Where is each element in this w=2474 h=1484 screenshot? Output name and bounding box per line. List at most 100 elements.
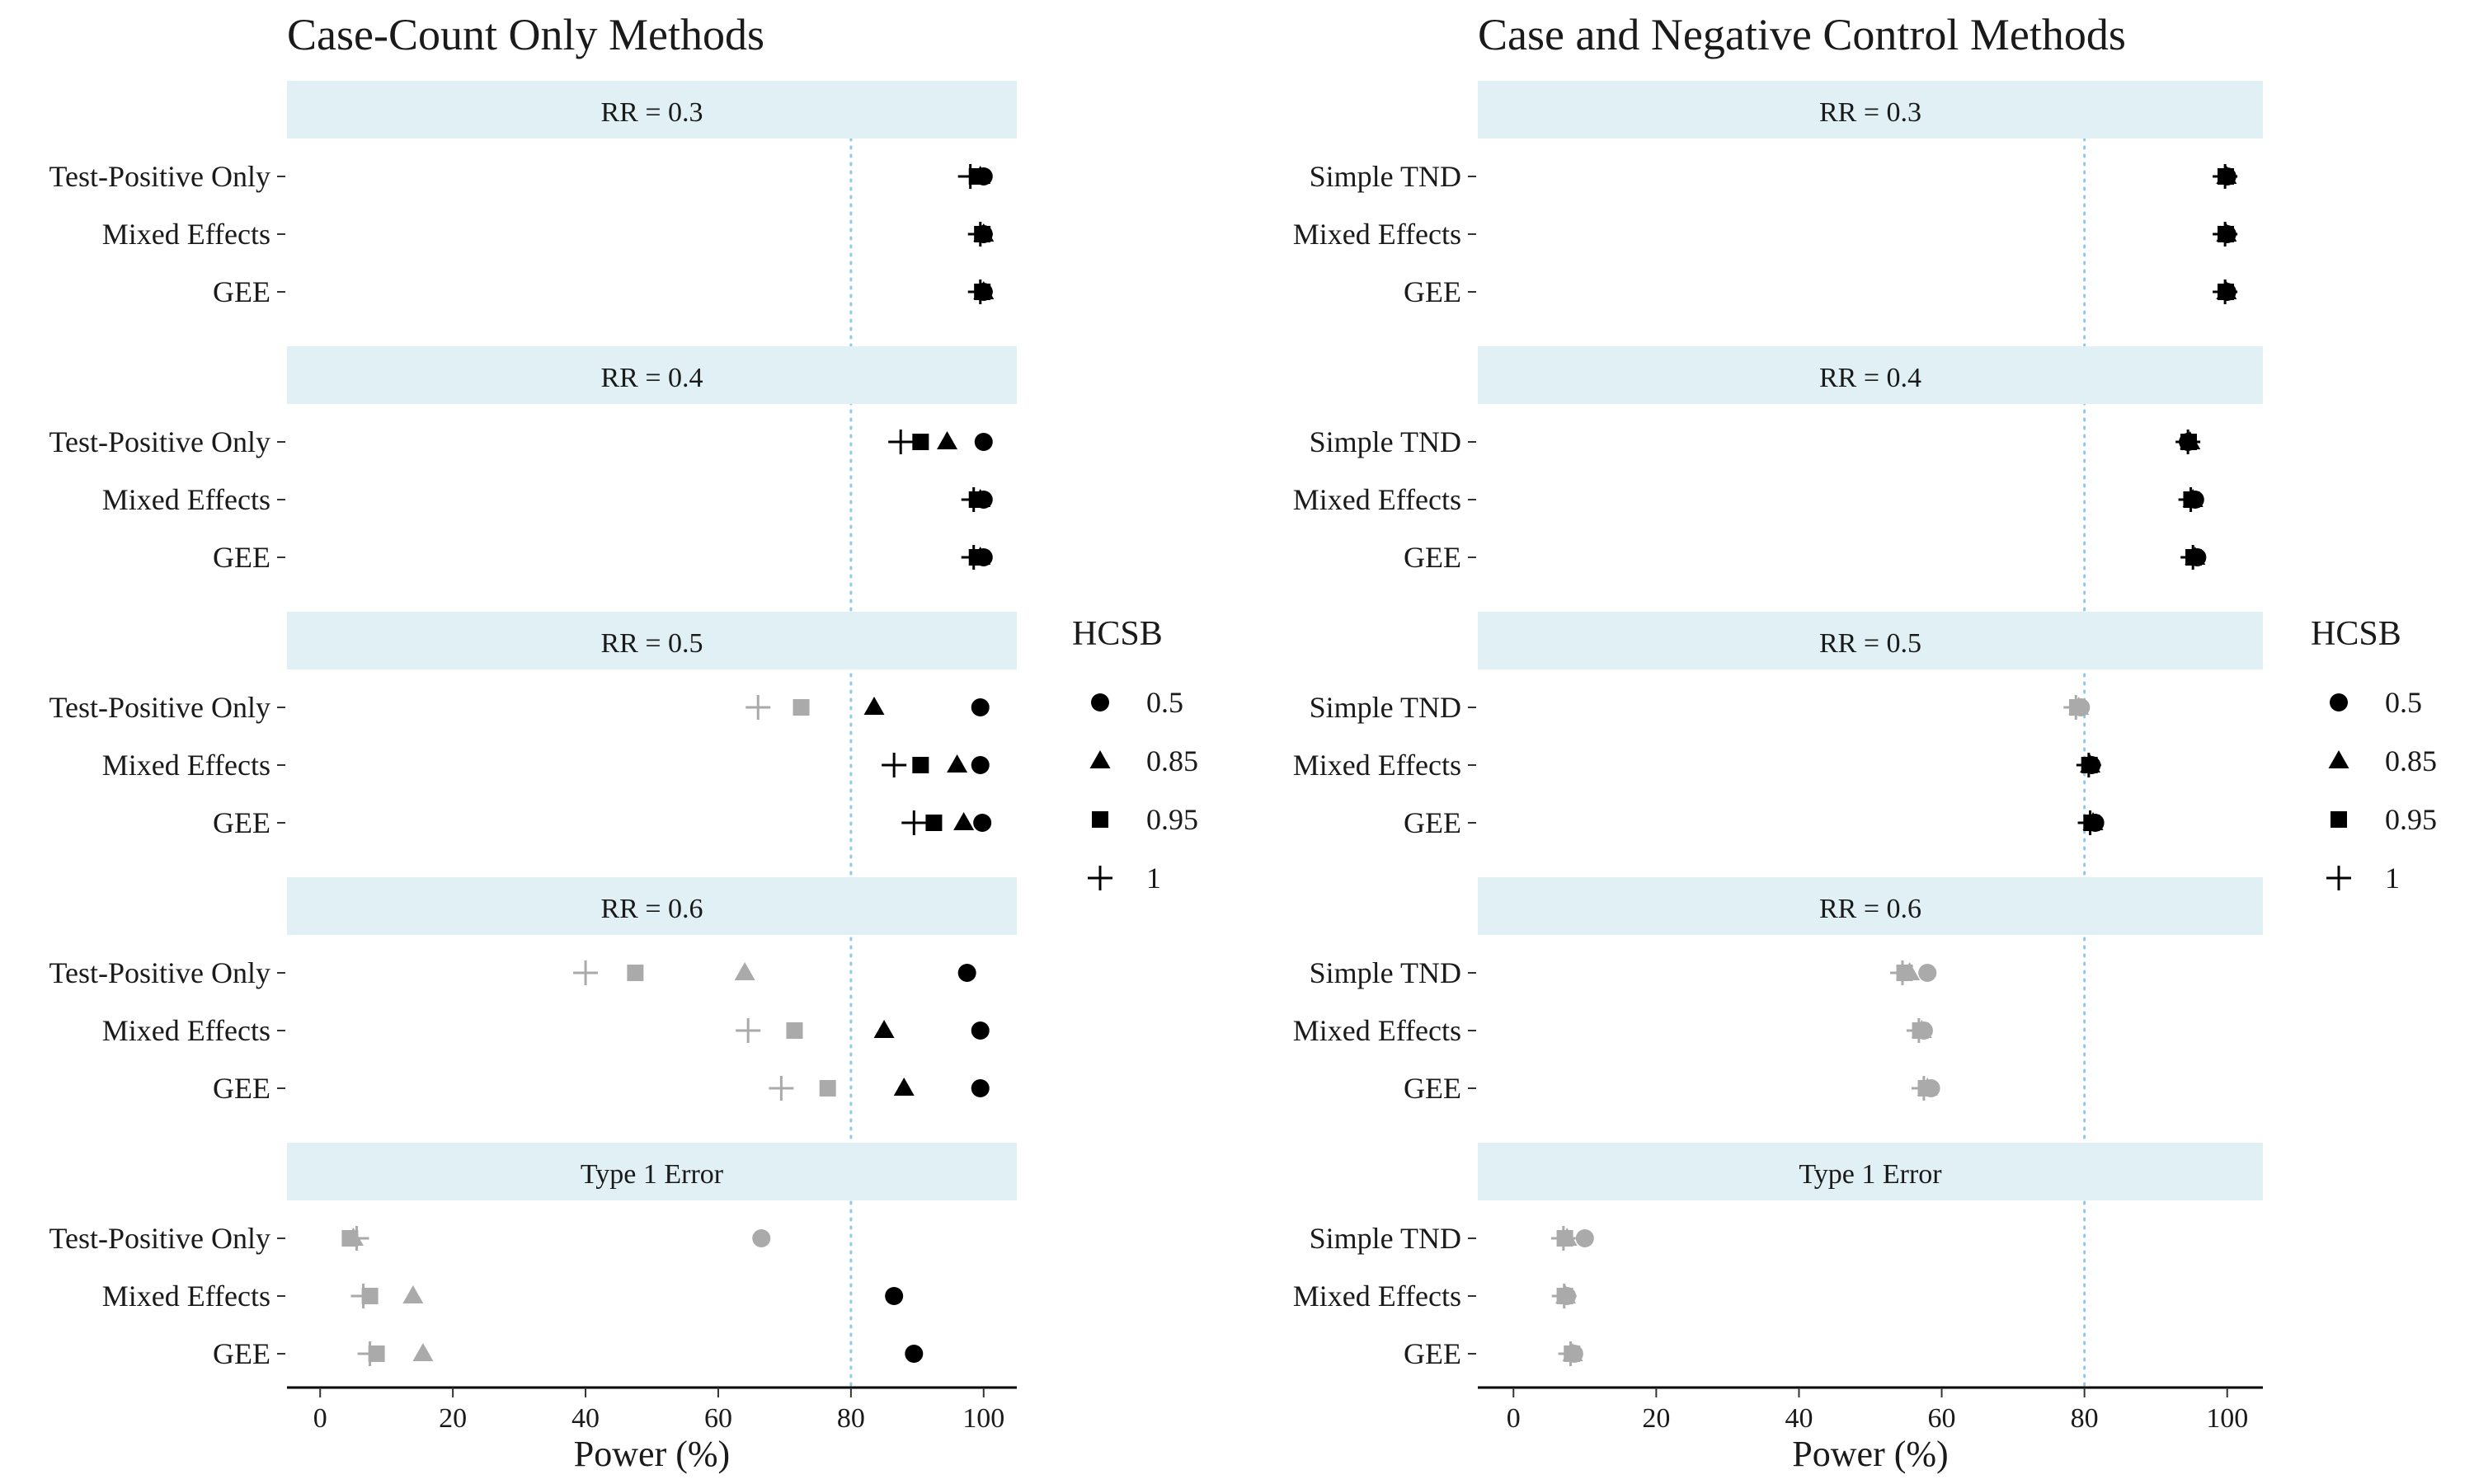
facet-strip [287,1143,1017,1200]
point-circle [974,433,993,451]
facet-label: RR = 0.6 [600,894,703,924]
point-circle [971,756,990,774]
facet-strip [287,612,1017,669]
y-tick-label: Test-Positive Only [49,160,270,193]
facet-strip [1478,1143,2263,1200]
y-tick-label: Mixed Effects [1293,483,1461,516]
facet-label: Type 1 Error [1799,1159,1942,1190]
point-circle [957,964,976,982]
y-tick-label: Mixed Effects [102,749,270,782]
point-circle [885,1287,904,1305]
legend-left: HCSB 0.5 0.85 0.95 1 [1072,615,1198,895]
y-tick-label: GEE [213,1072,270,1105]
point-circle [2179,433,2198,451]
y-tick-label: GEE [1404,1337,1461,1370]
y-tick-label: GEE [213,806,270,839]
legend-title: HCSB [2311,615,2401,653]
y-tick-label: Simple TND [1310,956,1461,989]
facet-strip [287,877,1017,935]
legend-label: 0.85 [1146,744,1198,777]
point-square [819,1080,836,1097]
point-circle [2185,491,2204,509]
facet-label: RR = 0.3 [600,97,703,128]
y-tick-label: Test-Positive Only [49,691,270,724]
x-tick-label: 40 [1785,1403,1813,1434]
point-triangle [1899,962,1921,980]
point-square [912,434,929,450]
point-square [925,815,943,831]
point-plus [882,753,907,777]
point-triangle [953,812,975,830]
point-circle [2086,814,2105,832]
y-tick-label: Mixed Effects [1293,218,1461,251]
facet-label: RR = 0.3 [1819,97,1921,128]
point-circle [1564,1345,1583,1363]
point-circle [974,167,993,186]
point-circle [1914,1021,1933,1040]
facet-label: RR = 0.4 [600,363,703,393]
legend-key-triangle [2328,750,2349,768]
legend-label: 1 [1146,862,1161,895]
x-tick-label: 80 [837,1403,865,1434]
y-tick-label: Test-Positive Only [49,956,270,989]
point-circle [1921,1079,1940,1097]
x-tick-label: 100 [962,1403,1004,1434]
facet-label: RR = 0.6 [1819,894,1921,924]
facet-label: RR = 0.4 [1819,363,1921,393]
point-square [793,699,810,716]
legend-key-circle [2330,693,2348,711]
chart-title: Case and Negative Control Methods [1478,10,2126,59]
x-tick-label: 20 [439,1403,467,1434]
point-plus [769,1076,794,1101]
point-circle [971,1079,990,1097]
x-axis-title: Power (%) [1792,1434,1948,1474]
y-tick-label: Mixed Effects [102,1280,270,1313]
chart-case-count-only: Case-Count Only Methods RR = 0.3 Test-Posi… [49,10,1017,1474]
y-tick-label: Test-Positive Only [49,425,270,458]
x-tick-label: 80 [2071,1403,2099,1434]
point-circle [752,1229,771,1247]
x-tick-label: 60 [1928,1403,1956,1434]
point-triangle [1556,1228,1578,1246]
x-tick-label: 0 [313,1403,327,1434]
y-tick-label: Simple TND [1310,160,1461,193]
y-tick-label: Mixed Effects [102,483,270,516]
point-plus [745,695,771,720]
legend-key-triangle [1089,750,1111,768]
facet-strip [287,81,1017,139]
point-circle [1918,964,1937,982]
facet-strip [287,346,1017,404]
legend-title: HCSB [1072,615,1163,653]
point-circle [974,225,993,243]
point-plus [573,960,599,985]
y-tick-label: GEE [213,541,270,574]
x-tick-label: 20 [1642,1403,1670,1434]
facet-label: RR = 0.5 [1819,628,1921,659]
x-tick-label: 60 [704,1403,732,1434]
y-tick-label: GEE [1404,1072,1461,1105]
y-tick-label: GEE [1404,806,1461,839]
legend-key-circle [1091,693,1109,711]
y-tick-label: Simple TND [1310,425,1461,458]
facet-strip [1478,612,2263,669]
point-circle [2188,548,2207,566]
point-square [627,965,644,981]
legend-label: 0.95 [1146,803,1198,836]
point-circle [974,491,993,509]
facet-strip [1478,877,2263,935]
facet-strip [1478,81,2263,139]
y-tick-label: Test-Positive Only [49,1222,270,1255]
point-plus [901,810,927,835]
x-axis-title: Power (%) [574,1434,730,1474]
x-tick-label: 0 [1507,1403,1521,1434]
point-square [368,1345,385,1362]
y-tick-label: Mixed Effects [1293,1014,1461,1047]
legend-key-plus [1088,866,1112,890]
y-tick-label: Mixed Effects [1293,749,1461,782]
legend-key-square [2331,811,2347,828]
point-circle [2072,698,2091,716]
point-triangle [863,697,885,715]
point-triangle [402,1285,424,1303]
chart-title: Case-Count Only Methods [287,10,764,59]
